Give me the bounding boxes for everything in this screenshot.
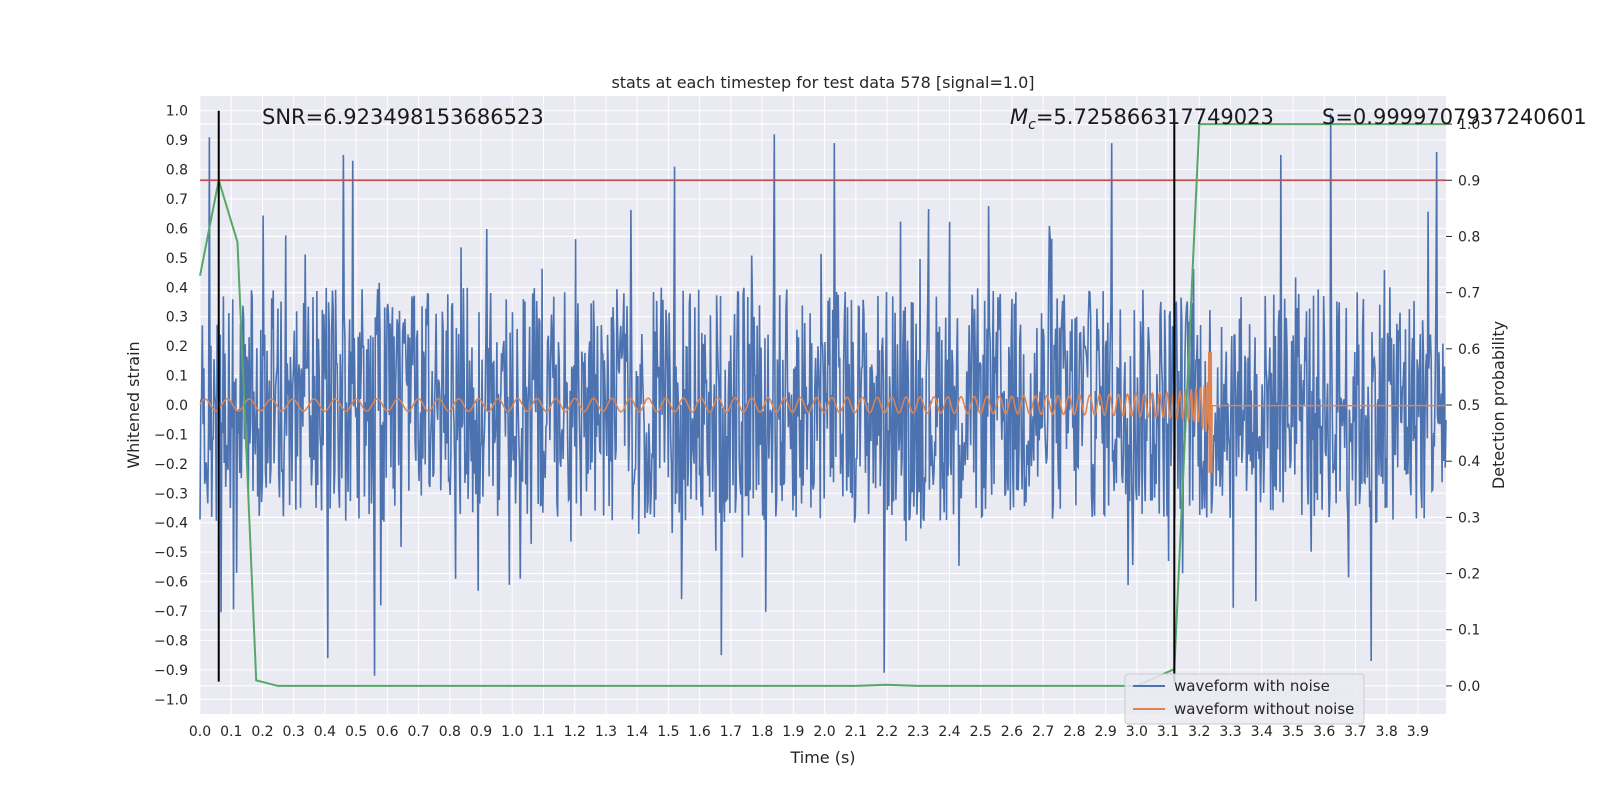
chart-title: stats at each timestep for test data 578… xyxy=(611,73,1034,92)
y-tick-label: 0.4 xyxy=(166,280,188,296)
x-axis-label: Time (s) xyxy=(789,748,855,767)
x-tick-label: 2.0 xyxy=(813,724,835,740)
y-tick-label: 0.2 xyxy=(166,339,188,355)
x-tick-label: 2.8 xyxy=(1063,724,1085,740)
chirp-mass-subscript: c xyxy=(1028,117,1036,133)
x-tick-label: 3.6 xyxy=(1313,724,1335,740)
y-tick-label: −0.4 xyxy=(154,516,188,532)
x-tick-label: 0.8 xyxy=(439,724,461,740)
x-tick-label: 1.7 xyxy=(720,724,742,740)
x-tick-label: 2.5 xyxy=(970,724,992,740)
y-tick-label: 0.3 xyxy=(166,310,188,326)
chirp-mass-symbol: M xyxy=(1010,105,1028,129)
x-tick-label: 1.0 xyxy=(501,724,523,740)
x-tick-label: 3.0 xyxy=(1126,724,1148,740)
noisy-waveform-line xyxy=(199,113,1447,676)
y-right-tick-label: 0.4 xyxy=(1458,454,1480,470)
x-tick-label: 3.7 xyxy=(1344,724,1366,740)
y-tick-label: 0.7 xyxy=(166,192,188,208)
y-tick-label: −0.2 xyxy=(154,457,188,473)
x-tick-label: 0.5 xyxy=(345,724,367,740)
x-tick-label: 3.8 xyxy=(1376,724,1398,740)
series-waveform-without-noise xyxy=(199,352,1446,473)
x-tick-label: 1.4 xyxy=(626,724,648,740)
y-tick-label: −0.5 xyxy=(154,545,188,561)
score-annotation: S=0.9999707937240601 xyxy=(1322,105,1587,129)
x-tick-label: 2.1 xyxy=(845,724,867,740)
x-tick-label: 3.3 xyxy=(1219,724,1241,740)
x-tick-label: 1.2 xyxy=(564,724,586,740)
x-tick-label: 3.9 xyxy=(1407,724,1429,740)
x-tick-label: 1.8 xyxy=(751,724,773,740)
y-right-tick-label: 0.5 xyxy=(1458,398,1480,414)
y-right-tick-label: 0.0 xyxy=(1458,679,1480,695)
y-right-tick-label: 0.2 xyxy=(1458,567,1480,583)
x-tick-label: 1.1 xyxy=(532,724,554,740)
y-tick-label: 0.8 xyxy=(166,163,188,179)
detection-probability-line xyxy=(199,123,1446,687)
y-tick-label: −0.6 xyxy=(154,575,188,591)
y-right-tick-labels: 1.0 0.9 0.8 0.7 0.6 0.5 0.4 0.3 0.2 0.1 0.0 xyxy=(1446,117,1480,695)
x-tick-label: 0.0 xyxy=(189,724,211,740)
x-tick-label: 1.3 xyxy=(595,724,617,740)
y-tick-label: −0.3 xyxy=(154,486,188,502)
x-tick-label: 2.2 xyxy=(876,724,898,740)
x-tick-label: 0.2 xyxy=(251,724,273,740)
x-tick-label: 0.1 xyxy=(220,724,242,740)
y-right-tick-label: 0.7 xyxy=(1458,286,1480,302)
x-tick-labels: 0.0 0.1 0.2 0.3 0.4 0.5 0.6 0.7 0.8 0.9 1.0 1.1 1.2 1… xyxy=(189,724,1429,740)
y-tick-label: 0.1 xyxy=(166,369,188,385)
clean-waveform-line xyxy=(199,352,1446,473)
snr-annotation: SNR=6.923498153686523 xyxy=(262,105,544,129)
y-tick-label: 0.9 xyxy=(166,133,188,149)
x-tick-label: 3.5 xyxy=(1282,724,1304,740)
y-right-tick-label: 0.8 xyxy=(1458,229,1480,245)
y-right-tick-label: 0.1 xyxy=(1458,623,1480,639)
x-tick-label: 0.3 xyxy=(283,724,305,740)
x-tick-label: 2.7 xyxy=(1032,724,1054,740)
x-tick-label: 3.4 xyxy=(1251,724,1273,740)
x-tick-label: 1.6 xyxy=(689,724,711,740)
y-tick-label: −0.7 xyxy=(154,604,188,620)
y-tick-label: 0.5 xyxy=(166,251,188,267)
x-tick-label: 1.9 xyxy=(782,724,804,740)
y-tick-label: 0.0 xyxy=(166,398,188,414)
y-right-tick-label: 0.3 xyxy=(1458,510,1480,526)
y-right-tick-label: 0.6 xyxy=(1458,342,1480,358)
legend-label-clean: waveform without noise xyxy=(1174,700,1354,718)
x-tick-label: 0.6 xyxy=(376,724,398,740)
legend-label-noisy: waveform with noise xyxy=(1174,677,1330,695)
series-waveform-with-noise xyxy=(199,113,1447,676)
x-tick-label: 3.2 xyxy=(1188,724,1210,740)
y-tick-label: −0.8 xyxy=(154,633,188,649)
overlay-lines xyxy=(199,110,1446,687)
chirp-mass-value: =5.725866317749023 xyxy=(1036,105,1274,129)
y-tick-label: 1.0 xyxy=(166,104,188,120)
x-tick-label: 2.9 xyxy=(1094,724,1116,740)
y-tick-label: −0.9 xyxy=(154,663,188,679)
y-tick-labels: 1.0 0.9 0.8 0.7 0.6 0.5 0.4 0.3 0.2 0.1 0.0 −0.1 −0.… xyxy=(154,104,188,709)
x-tick-label: 0.4 xyxy=(314,724,336,740)
chirp-mass-annotation: Mc=5.725866317749023 xyxy=(1010,105,1274,133)
y-right-axis-label: Detection probability xyxy=(1489,321,1508,489)
y-right-tick-label: 1.0 xyxy=(1458,117,1480,133)
y-axis-label: Whitened strain xyxy=(124,341,143,468)
y-right-tick-label: 0.9 xyxy=(1458,173,1480,189)
y-tick-label: −1.0 xyxy=(154,692,188,708)
x-tick-label: 0.7 xyxy=(407,724,429,740)
x-tick-label: 2.4 xyxy=(938,724,960,740)
x-tick-label: 1.5 xyxy=(657,724,679,740)
x-tick-label: 2.3 xyxy=(907,724,929,740)
x-tick-label: 0.9 xyxy=(470,724,492,740)
legend-box xyxy=(1124,673,1365,725)
legend: waveform with noise waveform without noi… xyxy=(1124,673,1365,725)
x-tick-label: 3.1 xyxy=(1157,724,1179,740)
y-tick-label: −0.1 xyxy=(154,427,188,443)
x-tick-label: 2.6 xyxy=(1001,724,1023,740)
y-tick-label: 0.6 xyxy=(166,221,188,237)
